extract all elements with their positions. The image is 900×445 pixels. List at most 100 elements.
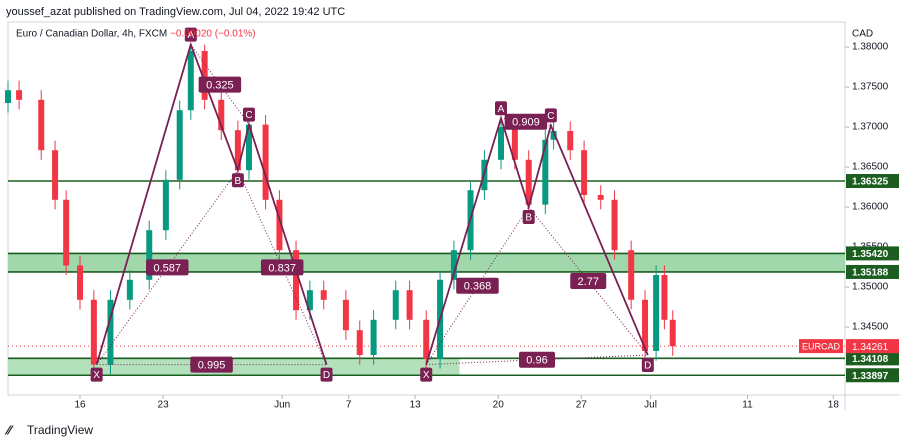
pattern-point-box — [184, 27, 197, 42]
candle-body — [370, 319, 377, 355]
pattern-ratio-line — [426, 354, 648, 366]
candle-body — [498, 127, 505, 160]
candle-body — [77, 265, 84, 300]
candle-body — [661, 275, 668, 320]
x-tick-label: 11 — [742, 400, 753, 411]
level-price-label: 1.35188 — [852, 268, 889, 279]
candle-body — [107, 299, 114, 365]
candle-body — [293, 250, 300, 311]
candle-body — [356, 330, 363, 355]
candle-body — [16, 90, 23, 100]
candle-body — [218, 99, 225, 131]
y-tick-label: 1.38000 — [852, 42, 889, 53]
candle-body — [90, 299, 97, 365]
candle-body — [5, 90, 11, 103]
level-price-box — [846, 264, 899, 279]
pattern-point-label: A — [187, 30, 194, 41]
level-price-label: 1.35420 — [852, 249, 889, 260]
x-tick-label: Jun — [274, 400, 290, 411]
y-tick-label: 1.36000 — [852, 202, 889, 213]
candle-body — [653, 275, 660, 351]
zone — [8, 253, 845, 272]
pattern-ratio-label: 0.837 — [268, 262, 296, 274]
pattern-ratio-label: 0.995 — [198, 360, 226, 372]
pattern-ratio-box — [190, 356, 233, 373]
zone — [8, 358, 460, 376]
candle-body — [63, 199, 70, 266]
candle-body — [597, 195, 604, 200]
level-price-box — [846, 246, 899, 261]
pattern-point-box — [495, 101, 508, 116]
svg-text:⁄⁄: ⁄⁄ — [4, 422, 14, 437]
pattern-point-label: X — [93, 370, 100, 381]
pattern-point-box — [231, 173, 244, 188]
pattern-point-box — [544, 108, 557, 123]
level-price-label: 1.33897 — [852, 371, 889, 382]
pattern-point-label: A — [498, 104, 505, 115]
pattern-ratio-label: 0.587 — [153, 262, 181, 274]
candle-body — [642, 299, 649, 351]
x-tick-label: 13 — [410, 400, 422, 411]
candle-body — [187, 51, 194, 111]
candle-body — [262, 124, 269, 200]
last-price-box — [846, 339, 899, 354]
last-price-label: 1.34261 — [852, 342, 889, 353]
pattern-point-label: D — [644, 361, 651, 372]
plot: 0.325 0.587 0.837 0.995 X A B C D 0.909 0.368 2.77 0… — [5, 27, 899, 383]
candle-body — [567, 131, 574, 151]
pattern-point-label: D — [323, 370, 330, 381]
x-tick-label: 16 — [74, 400, 86, 411]
pattern-point-box — [641, 358, 654, 372]
x-tick-label: 27 — [576, 400, 588, 411]
pattern-ratio-label: 0.325 — [206, 80, 234, 92]
pattern-point-label: C — [245, 110, 252, 121]
candle-body — [234, 130, 241, 171]
candle-body — [423, 319, 430, 359]
pattern-point-box — [90, 367, 103, 382]
candle-body — [245, 124, 252, 171]
candle-body — [52, 150, 59, 200]
pattern-point-box — [522, 210, 535, 224]
pattern-ratio-box — [519, 351, 556, 368]
level-price-box — [846, 351, 899, 366]
pattern-ratio-label: 2.77 — [578, 276, 599, 288]
y-tick-label: 1.36500 — [852, 162, 889, 173]
pattern-ratio-box — [198, 76, 242, 93]
candle-body — [176, 110, 183, 180]
candle-body — [628, 250, 635, 300]
candle-body — [392, 290, 399, 320]
pattern-point-box — [420, 367, 433, 382]
candle-body — [581, 150, 588, 195]
x-tick-label: 18 — [828, 400, 840, 411]
brand: TradingView — [27, 423, 93, 437]
candle-body — [342, 299, 349, 331]
y-tick-label: 1.37000 — [852, 122, 889, 133]
pattern-ratio-box — [570, 273, 607, 289]
x-tick-label: 20 — [493, 400, 505, 411]
candle-body — [511, 127, 518, 160]
level-price-box — [846, 368, 899, 383]
pattern-point-label: C — [547, 111, 554, 122]
candle-body — [126, 279, 133, 300]
pattern-ratio-label: 0.368 — [464, 281, 492, 293]
y-tick-label: 1.37500 — [852, 82, 889, 93]
symbol-label: EURCAD — [802, 341, 841, 351]
pattern-ratio-box — [260, 259, 304, 276]
candle-body — [162, 179, 169, 231]
candle-body — [306, 290, 313, 311]
pattern-point-box — [242, 107, 255, 122]
candle-body — [550, 131, 557, 140]
candle-body — [669, 319, 676, 347]
x-tick-label: 23 — [158, 400, 170, 411]
pattern-ratio-box — [456, 277, 499, 294]
pattern-point-label: B — [235, 176, 242, 187]
candle-body — [201, 51, 208, 100]
level-price-label: 1.36325 — [852, 177, 889, 188]
y-tick-label: 1.35000 — [852, 282, 889, 293]
candle-body — [542, 139, 549, 205]
x-tick-label: 7 — [346, 400, 352, 411]
header: youssef_azat published on TradingView.co… — [6, 6, 345, 18]
symbol-title: Euro / Canadian Dollar, 4h, FXCM — [16, 29, 167, 40]
